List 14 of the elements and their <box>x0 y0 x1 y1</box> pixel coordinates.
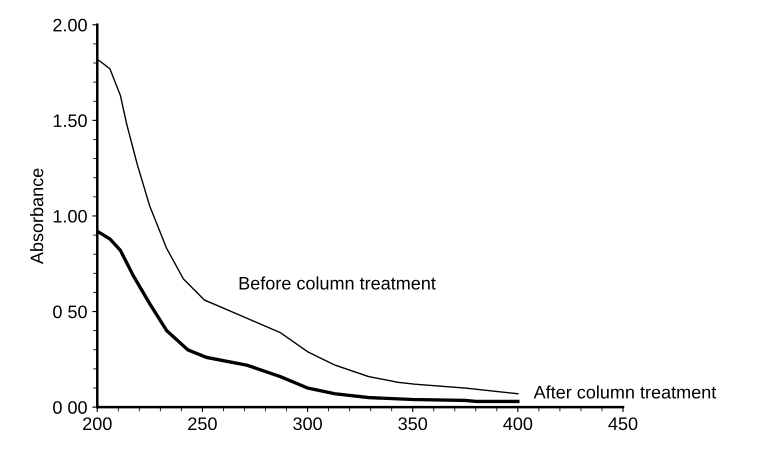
y-axis-title: Absorbance <box>30 168 44 264</box>
y-tick-label: 2.00 <box>53 18 87 32</box>
y-tick-label: 1.50 <box>54 114 87 128</box>
x-tick-label: 200 <box>83 417 112 430</box>
annotation: Before column treatment <box>240 276 436 290</box>
y-tick-label: 1.00 <box>54 210 87 223</box>
y-tick-label: 0 00 <box>53 401 87 414</box>
y-tick-label: 0 50 <box>53 305 87 318</box>
x-tick-label: 400 <box>503 417 532 430</box>
x-tick-label: 300 <box>293 417 322 430</box>
x-tick-label: 250 <box>188 417 217 430</box>
annotation: After column treatment <box>534 385 716 399</box>
x-tick-label: 450 <box>608 417 638 430</box>
x-tick-label: 350 <box>398 417 428 430</box>
